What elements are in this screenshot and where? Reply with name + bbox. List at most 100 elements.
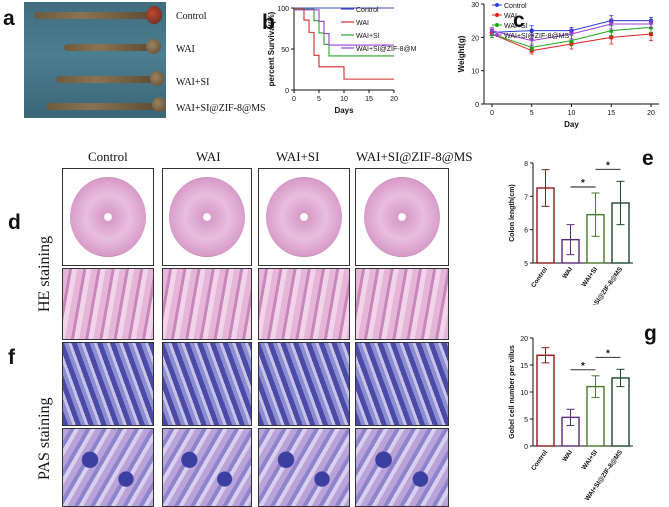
survival-ytick-label: 50 — [281, 47, 289, 54]
weight-legend-marker — [495, 23, 499, 27]
weight-axes: 0 10 20 30 0 5 10 15 20 Day Weight(g) — [457, 2, 659, 129]
pas-overview-image — [62, 342, 154, 426]
panel-b-letter: b — [262, 11, 275, 34]
he-colon-cross-section — [169, 177, 245, 257]
weight-point — [529, 28, 534, 33]
weight-chart: 0 10 20 30 0 5 10 15 20 Day Weight(g) Control WAI WA… — [457, 2, 659, 129]
weight-legend-label: WAI — [504, 13, 517, 20]
header-wai-si: WAI+SI — [276, 149, 320, 164]
weight-xtick-label: 5 — [530, 110, 534, 117]
he-colon-cross-section — [70, 177, 146, 257]
goblet-ytick-label: 20 — [520, 336, 528, 343]
caecum-wai-si — [150, 71, 164, 86]
weight-legend-marker — [495, 33, 499, 37]
survival-ylabel: percent Survival(%) — [267, 11, 276, 86]
caecum-wai-si-zif — [152, 97, 166, 112]
weight-ytick-label: 20 — [471, 35, 479, 42]
he-detail-image — [162, 268, 252, 340]
weight-legend-marker — [495, 13, 499, 17]
weight-point — [569, 38, 574, 43]
survival-xtick-label: 10 — [340, 96, 348, 103]
weight-legend: Control WAI WAI+SI WAI+SI@ZIF-8@MS — [492, 3, 569, 40]
weight-ytick-label: 0 — [475, 102, 479, 109]
pas-overview-image — [258, 342, 350, 426]
colon-length-ytick-label: 8 — [524, 161, 528, 168]
goblet-bar — [536, 354, 555, 447]
weight-legend-marker — [495, 3, 499, 7]
weight-xtick-label: 15 — [607, 110, 615, 117]
panel-f-letter: f — [8, 346, 15, 369]
colon-length-category-label: WAI+SI — [581, 266, 600, 288]
goblet-category-label: Control — [530, 449, 549, 472]
colon-wai — [64, 44, 152, 51]
survival-xtick-label: 0 — [292, 96, 296, 103]
he-colon-cross-section — [364, 177, 440, 257]
goblet-category-label: WAI+SI — [581, 449, 600, 471]
goblet-sig-label: * — [606, 348, 610, 359]
survival-xlabel: Days — [334, 106, 354, 115]
pas-detail-image — [62, 428, 154, 507]
panel-c-letter: c — [513, 9, 525, 32]
survival-series-line — [294, 8, 394, 57]
survival-lines — [294, 7, 394, 80]
colon-length-category-label: Control — [530, 266, 549, 289]
survival-xtick-label: 15 — [365, 96, 373, 103]
weight-xtick-label: 0 — [490, 110, 494, 117]
pas-detail-image — [162, 428, 252, 507]
weight-ytick-label: 10 — [471, 69, 479, 76]
he-detail-image — [355, 268, 449, 340]
weight-legend-label: WAI+SI@ZIF-8@MS — [504, 33, 569, 40]
he-overview-image — [355, 168, 449, 266]
weight-xlabel: Day — [564, 120, 579, 129]
pas-detail-image — [258, 428, 350, 507]
survival-legend-label: WAI — [356, 20, 369, 27]
weight-xtick-label: 10 — [568, 110, 576, 117]
survival-legend-label: WAI+SI@ZIF-8@MS — [356, 46, 416, 53]
he-overview-image — [62, 168, 154, 266]
label-a-wai-si: WAI+SI — [176, 77, 210, 88]
he-colon-cross-section — [266, 177, 342, 257]
panel-d-letter: d — [8, 211, 21, 234]
goblet-ytick-label: 0 — [524, 444, 528, 451]
colon-length-ytick-label: 5 — [524, 261, 528, 268]
goblet-cell-chart: 0 5 10 15 20 Gobel cell number per villus Cont… — [509, 336, 633, 502]
weight-legend-label: Control — [504, 3, 527, 10]
label-a-control: Control — [176, 11, 207, 22]
weight-point — [608, 28, 614, 33]
he-detail-image — [62, 268, 154, 340]
survival-xtick-label: 5 — [317, 96, 321, 103]
colon-wai-si — [56, 76, 156, 83]
survival-axes: 0 50 100 0 5 10 15 20 Days percent Survival(%) — [267, 6, 398, 115]
survival-ytick-label: 100 — [277, 6, 289, 13]
he-detail-image — [258, 268, 350, 340]
weight-point — [529, 44, 535, 50]
colon-length-sig-label: * — [581, 178, 585, 189]
goblet-category-label: WAI — [561, 449, 574, 463]
goblet-bar — [611, 377, 630, 447]
colon-control — [34, 12, 152, 19]
pas-overview-image — [355, 342, 449, 426]
panel-e-letter: e — [642, 147, 654, 170]
weight-xtick-label: 20 — [647, 110, 655, 117]
goblet-ytick-label: 15 — [520, 363, 528, 370]
weight-point — [608, 22, 614, 27]
survival-ytick-label: 0 — [285, 88, 289, 95]
survival-legend-label: WAI+SI — [356, 33, 380, 40]
goblet-ytick-label: 10 — [520, 390, 528, 397]
panel-g-letter: g — [644, 322, 657, 345]
weight-point — [529, 38, 535, 44]
header-wai: WAI — [196, 149, 221, 164]
panel-a-letter: a — [3, 7, 15, 30]
weight-point — [648, 22, 654, 27]
colon-wai-si-zif — [46, 103, 158, 110]
colon-length-category-label: WAI — [561, 266, 574, 280]
label-a-wai: WAI — [176, 44, 195, 55]
colon-length-ytick-label: 6 — [524, 228, 528, 235]
colon-photo — [24, 2, 166, 118]
weight-ytick-label: 30 — [471, 2, 479, 9]
weight-legend-label: WAI+SI — [504, 23, 528, 30]
he-overview-image — [162, 168, 252, 266]
goblet-ytick-label: 5 — [524, 417, 528, 424]
survival-legend-label: Control — [356, 7, 379, 14]
goblet-ylabel: Gobel cell number per villus — [509, 345, 516, 439]
